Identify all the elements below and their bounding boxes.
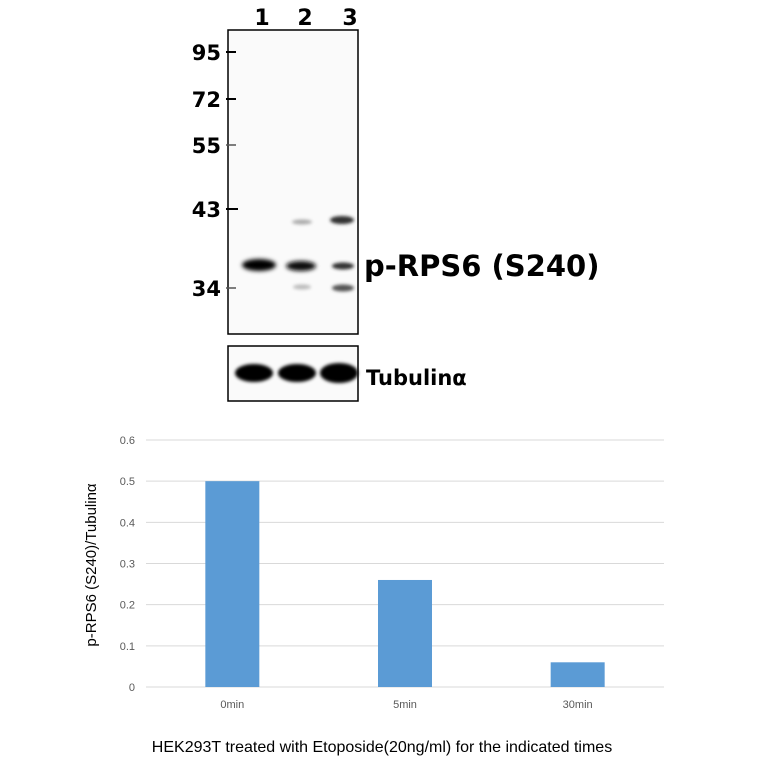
mw-label-72: 72: [192, 88, 221, 112]
lane-label-1: 1: [254, 6, 269, 31]
bar-0min: [205, 481, 260, 687]
y-tick-label: 0.2: [120, 600, 135, 612]
y-tick-label: 0.6: [120, 435, 135, 447]
blot-bands: [242, 216, 354, 292]
y-tick-label: 0.3: [120, 559, 135, 571]
y-tick-label: 0.4: [120, 517, 135, 529]
mw-markers: 95 72 55 43 34: [192, 41, 238, 301]
y-tick-label: 0.1: [120, 641, 135, 653]
band-lane2-upper: [292, 219, 312, 225]
y-tick-label: 0.5: [120, 476, 135, 488]
lane-label-2: 2: [297, 6, 312, 31]
x-tick-label: 0min: [220, 699, 244, 711]
y-tick-label: 0: [129, 682, 135, 694]
x-tick-labels: 0min 5min 30min: [220, 699, 592, 711]
y-axis-label: p-RPS6 (S240)/Tubulinα: [83, 483, 100, 647]
y-tick-labels: 0 0.1 0.2 0.3 0.4 0.5 0.6: [120, 435, 135, 694]
bar-5min: [378, 579, 432, 687]
band-lane1-main: [242, 259, 276, 271]
band-lane3-main: [332, 262, 354, 270]
loading-control-label: Tubulinα: [366, 366, 467, 390]
x-tick-label: 30min: [563, 699, 593, 711]
target-protein-label: p-RPS6 (S240): [364, 249, 599, 283]
bar-30min: [550, 662, 605, 687]
western-blot-panel: 1 2 3 95 72 55 43 34 p-RPS6 (S240) Tubul…: [192, 6, 599, 402]
mw-label-55: 55: [192, 134, 221, 158]
band-lane3-lower: [332, 284, 354, 292]
tubulin-band-lane2: [278, 364, 316, 382]
band-lane3-upper: [330, 216, 354, 224]
band-lane2-main: [286, 261, 316, 271]
tubulin-bands: [235, 363, 358, 383]
x-axis-caption: HEK293T treated with Etoposide(20ng/ml) …: [151, 739, 613, 756]
band-lane2-lower: [293, 284, 311, 290]
chart-bars: [205, 481, 605, 687]
tubulin-band-lane1: [235, 364, 273, 382]
bar-chart: 0 0.1 0.2 0.3 0.4 0.5 0.6 0min 5min 30min p-RPS6…: [83, 435, 664, 711]
lane-label-3: 3: [342, 6, 357, 31]
tubulin-band-lane3: [320, 363, 358, 383]
mw-label-34: 34: [192, 277, 221, 301]
blot-membrane: [227, 29, 359, 335]
x-tick-label: 5min: [393, 699, 417, 711]
mw-label-43: 43: [192, 198, 221, 222]
mw-label-95: 95: [192, 41, 221, 65]
